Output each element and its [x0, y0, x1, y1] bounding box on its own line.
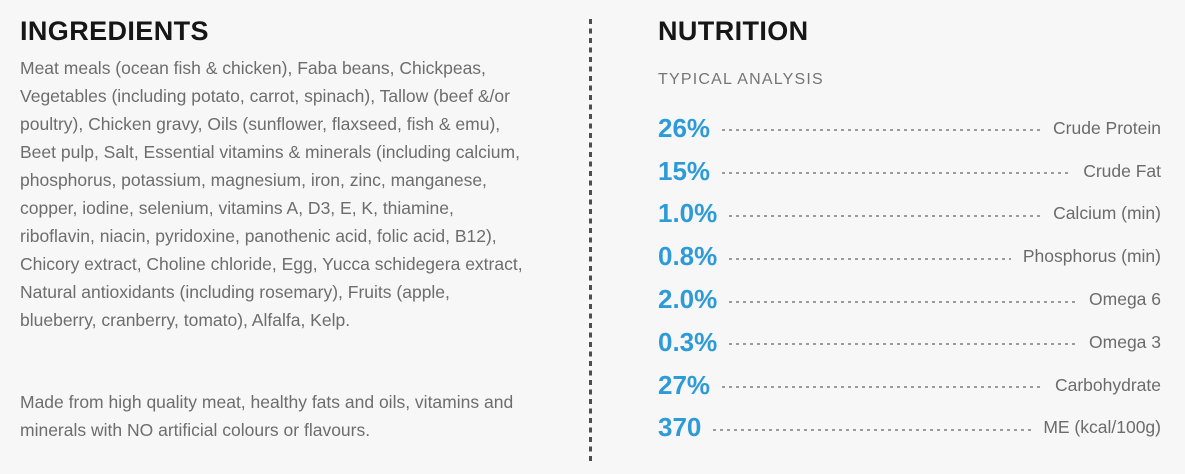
nutrition-value: 26%: [658, 112, 711, 143]
nutrition-label: ME (kcal/100g): [1043, 417, 1161, 438]
nutrition-label: Omega 3: [1089, 331, 1161, 352]
nutrition-value: 27%: [658, 369, 711, 400]
nutrition-value: 2.0%: [658, 284, 718, 315]
nutrition-section: NUTRITION TYPICAL ANALYSIS 26% Crude Pro…: [658, 14, 1161, 449]
nutrition-label: Crude Protein: [1053, 117, 1161, 138]
nutrition-label: Crude Fat: [1083, 160, 1161, 181]
nutrition-row: 370 ME (kcal/100g): [658, 407, 1161, 450]
nutrition-value: 0.8%: [658, 241, 718, 272]
dotted-leader: [729, 214, 1042, 217]
dotted-leader: [722, 129, 1042, 132]
dotted-leader: [713, 428, 1032, 431]
nutrition-label: Phosphorus (min): [1022, 246, 1161, 267]
ingredients-section: INGREDIENTS Meat meals (ocean fish & chi…: [20, 14, 528, 444]
typical-analysis-subtitle: TYPICAL ANALYSIS: [658, 71, 824, 88]
nutrition-value: 15%: [658, 155, 711, 186]
ingredients-footnote: Made from high quality meat, healthy fat…: [20, 392, 514, 440]
dotted-leader: [722, 386, 1043, 389]
nutrition-rows: 26% Crude Protein 15% Crude Fat 1.0% Cal…: [658, 107, 1161, 449]
dotted-leader: [729, 343, 1078, 346]
nutrition-row: 0.3% Omega 3: [658, 321, 1161, 364]
nutrition-label: Carbohydrate: [1054, 374, 1161, 395]
vertical-dashed-divider: [589, 19, 592, 462]
nutrition-value: 370: [658, 412, 702, 443]
dotted-leader: [729, 300, 1078, 303]
ingredients-title: INGREDIENTS: [20, 16, 209, 46]
nutrition-label: Calcium (min): [1053, 203, 1161, 224]
nutrition-label: Omega 6: [1089, 289, 1161, 310]
nutrition-row: 27% Carbohydrate: [658, 364, 1161, 407]
nutrition-row: 0.8% Phosphorus (min): [658, 235, 1161, 278]
nutrition-value: 1.0%: [658, 198, 718, 229]
nutrition-row: 2.0% Omega 6: [658, 278, 1161, 321]
nutrition-row: 15% Crude Fat: [658, 150, 1161, 193]
nutrition-value: 0.3%: [658, 326, 718, 357]
nutrition-row: 26% Crude Protein: [658, 107, 1161, 150]
dotted-leader: [729, 257, 1011, 260]
nutrition-title: NUTRITION: [658, 16, 809, 46]
ingredients-text: Meat meals (ocean fish & chicken), Faba …: [20, 58, 523, 330]
dotted-leader: [722, 172, 1072, 175]
nutrition-row: 1.0% Calcium (min): [658, 193, 1161, 236]
